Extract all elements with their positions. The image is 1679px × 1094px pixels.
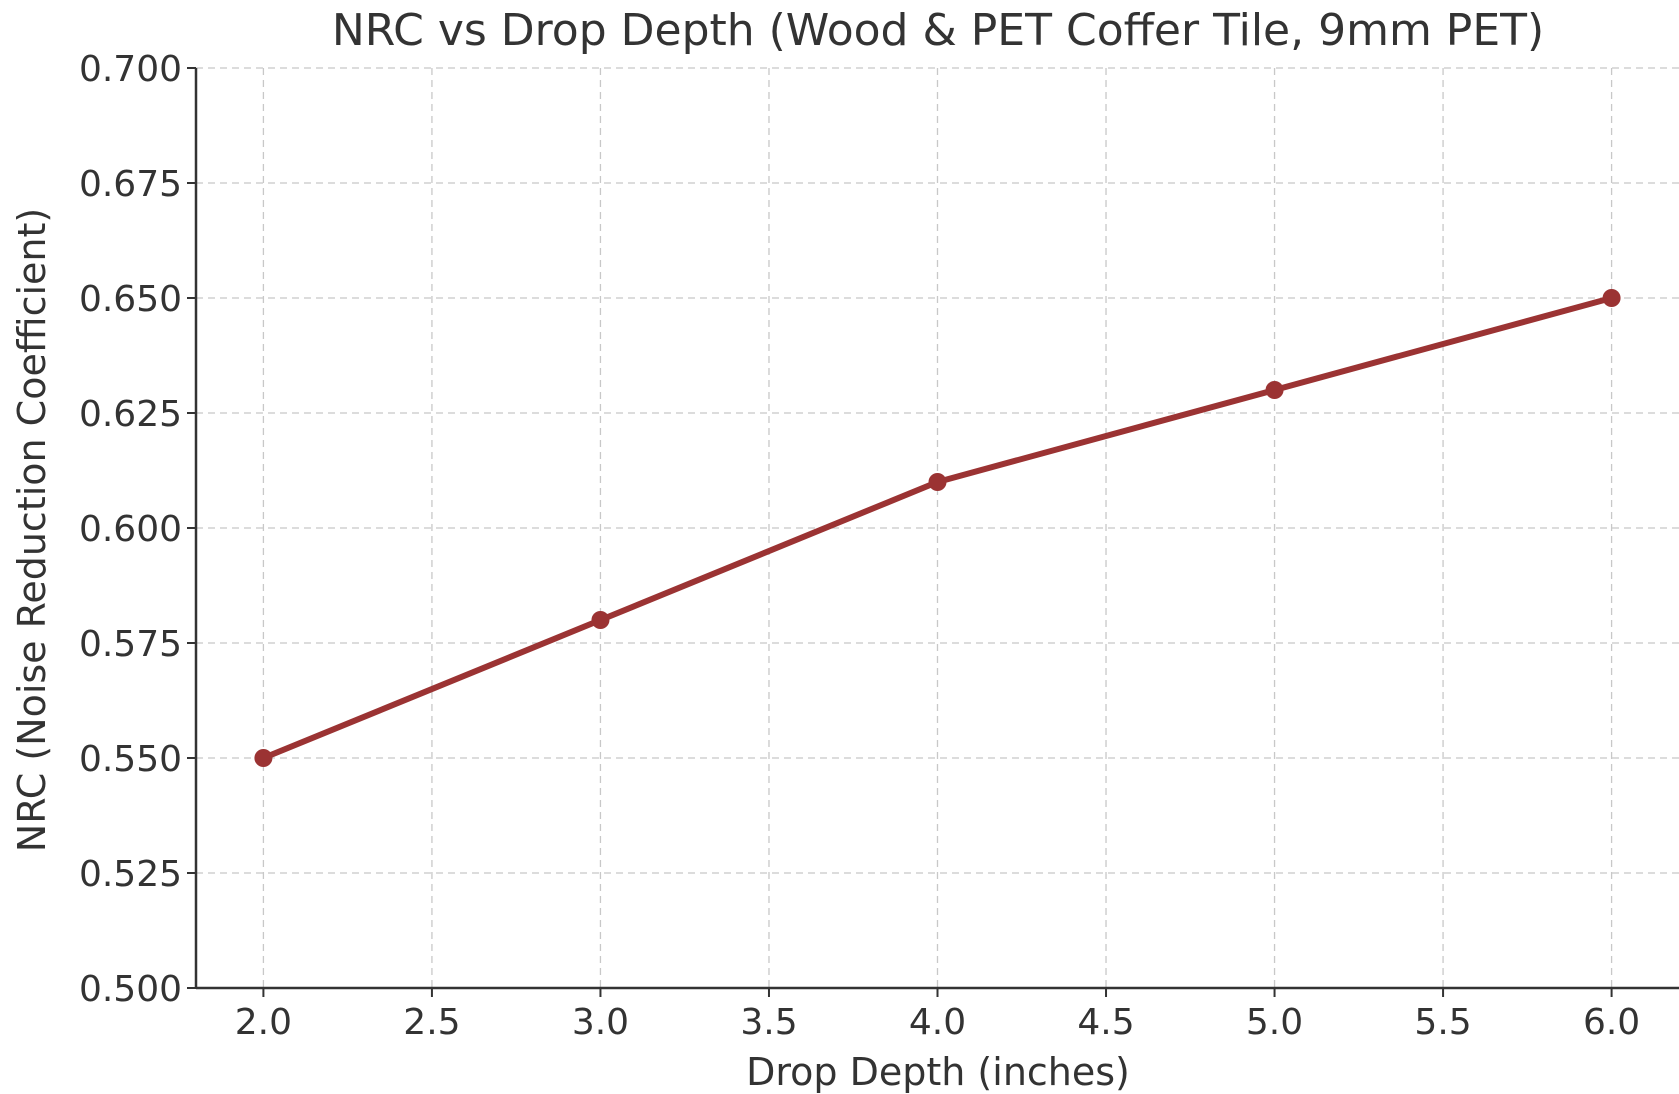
y-tick-label: 0.625 xyxy=(79,394,182,435)
x-tick-label: 5.0 xyxy=(1246,1002,1303,1043)
x-tick-label: 6.0 xyxy=(1583,1002,1640,1043)
series xyxy=(254,289,1621,767)
tick-labels: 2.0 2.5 3.0 3.5 4.0 4.5 5.0 5.5 6.0 0.500 0.525 0.5… xyxy=(79,49,1640,1043)
x-tick-label: 3.0 xyxy=(572,1002,629,1043)
y-tick-label: 0.525 xyxy=(79,854,182,895)
x-tick-label: 5.5 xyxy=(1414,1002,1471,1043)
y-tick-label: 0.575 xyxy=(79,624,182,665)
x-axis-label: Drop Depth (inches) xyxy=(746,1050,1130,1094)
chart-title: NRC vs Drop Depth (Wood & PET Coffer Til… xyxy=(332,5,1544,56)
y-tick-label: 0.650 xyxy=(79,279,182,320)
data-point xyxy=(254,749,273,767)
data-point xyxy=(928,473,947,491)
data-point xyxy=(1265,381,1284,399)
data-point xyxy=(591,611,610,629)
x-tick-label: 4.0 xyxy=(909,1002,966,1043)
y-tick-label: 0.500 xyxy=(79,969,182,1010)
grid xyxy=(196,67,1679,989)
x-tick-label: 3.5 xyxy=(740,1002,797,1043)
y-tick-label: 0.675 xyxy=(79,164,182,205)
y-tick-label: 0.550 xyxy=(79,739,182,780)
axes xyxy=(187,67,1679,997)
x-tick-label: 2.5 xyxy=(403,1002,460,1043)
y-tick-label: 0.600 xyxy=(79,509,182,550)
y-axis-label: NRC (Noise Reduction Coefficient) xyxy=(10,208,54,852)
x-tick-label: 2.0 xyxy=(235,1002,292,1043)
data-point xyxy=(1602,289,1621,307)
x-tick-label: 4.5 xyxy=(1077,1002,1134,1043)
y-tick-label: 0.700 xyxy=(79,49,182,90)
